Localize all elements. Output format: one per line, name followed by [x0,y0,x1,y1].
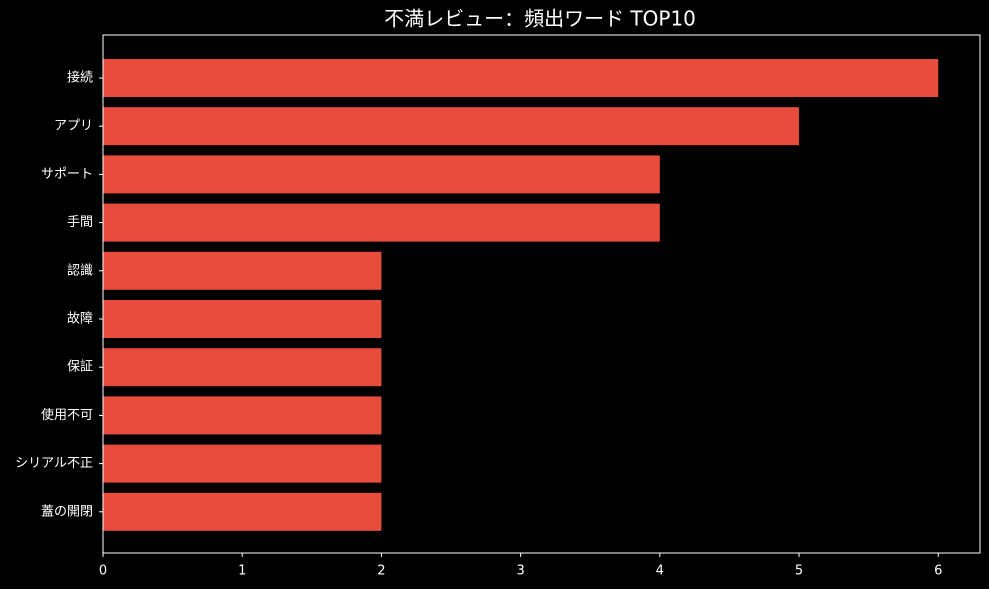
chart-title: 不満レビュー：頻出ワード TOP10 [384,7,696,31]
y-tick-label: シリアル不正 [15,456,93,471]
bar [103,251,382,290]
y-tick-label: サポート [41,167,93,182]
y-tick-label: 保証 [67,360,93,375]
x-tick-label: 5 [795,564,803,579]
bar [103,107,800,146]
x-tick-label: 6 [934,564,942,579]
y-tick-label: 蓋の開閉 [41,504,93,519]
bar [103,59,939,97]
y-tick-label: 故障 [67,312,93,327]
x-tick-label: 3 [516,564,524,579]
x-tick-label: 1 [238,564,246,579]
bar [103,396,382,435]
y-tick-label: 認識 [67,262,93,278]
bar [103,300,382,338]
x-tick-label: 0 [99,564,107,579]
bar [103,155,660,194]
x-tick-label: 4 [656,564,664,579]
y-tick-label: 接続 [67,70,93,86]
bar [103,444,382,483]
bar [103,348,382,387]
x-tick-label: 2 [377,564,385,579]
bar [103,203,660,242]
y-tick-label: 使用不可 [41,407,93,423]
y-tick-label: アプリ [54,119,93,134]
y-tick-label: 手間 [67,215,93,230]
plot-frame [102,34,981,554]
bar [103,492,382,531]
